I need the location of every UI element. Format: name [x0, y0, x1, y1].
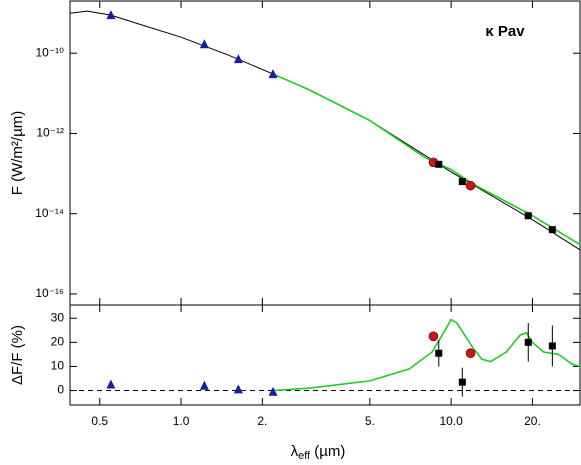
x-tick-label: 5. [365, 414, 375, 428]
plot-frame [69, 304, 581, 406]
triangle-marker [106, 10, 116, 20]
model-line [273, 318, 581, 392]
x-tick-label: 0.5 [91, 414, 108, 428]
triangle-marker [233, 384, 243, 394]
triangle-marker [106, 379, 116, 389]
y-tick-label: 30 [51, 310, 65, 324]
y-axis-label: F (W/m²/µm) [9, 111, 26, 195]
square-marker [524, 338, 532, 346]
x-tick-label: 20. [524, 414, 541, 428]
square-marker [435, 160, 443, 168]
y-tick-label: 10⁻¹² [36, 126, 64, 140]
x-tick-label: 1.0 [173, 414, 190, 428]
square-marker [524, 212, 532, 220]
square-marker [458, 178, 466, 186]
y-tick-label: 10⁻¹⁰ [36, 45, 65, 59]
square-marker [458, 378, 466, 386]
x-axis-label: λeff (µm) [291, 443, 346, 462]
model-line [70, 10, 581, 251]
circle-marker [465, 348, 476, 358]
y-tick-label: 10 [51, 359, 65, 373]
x-label-sub: eff [298, 450, 311, 462]
triangle-marker [199, 39, 209, 49]
y-tick-label: 10⁻¹⁴ [35, 206, 64, 220]
x-tick-label: 2. [257, 414, 267, 428]
triangle-marker [233, 54, 243, 64]
triangle-marker [268, 386, 278, 396]
y-tick-label: 0 [57, 383, 64, 397]
model-line [273, 73, 581, 246]
y-tick-label: 10⁻¹⁶ [35, 286, 64, 300]
plot-frame [69, 0, 581, 306]
circle-marker [428, 331, 439, 342]
triangle-marker [268, 69, 278, 79]
x-label-symbol: λ [291, 443, 299, 460]
y-tick-label: 20 [51, 335, 65, 349]
triangle-marker [199, 380, 209, 390]
annotation: κ Pav [485, 23, 525, 40]
square-marker [548, 342, 556, 350]
x-label-unit: (µm) [310, 443, 345, 460]
square-marker [548, 226, 556, 234]
y-axis-label: ΔF/F (%) [9, 325, 26, 385]
square-marker [435, 349, 443, 357]
x-tick-label: 10.0 [439, 414, 463, 428]
circle-marker [465, 180, 476, 191]
